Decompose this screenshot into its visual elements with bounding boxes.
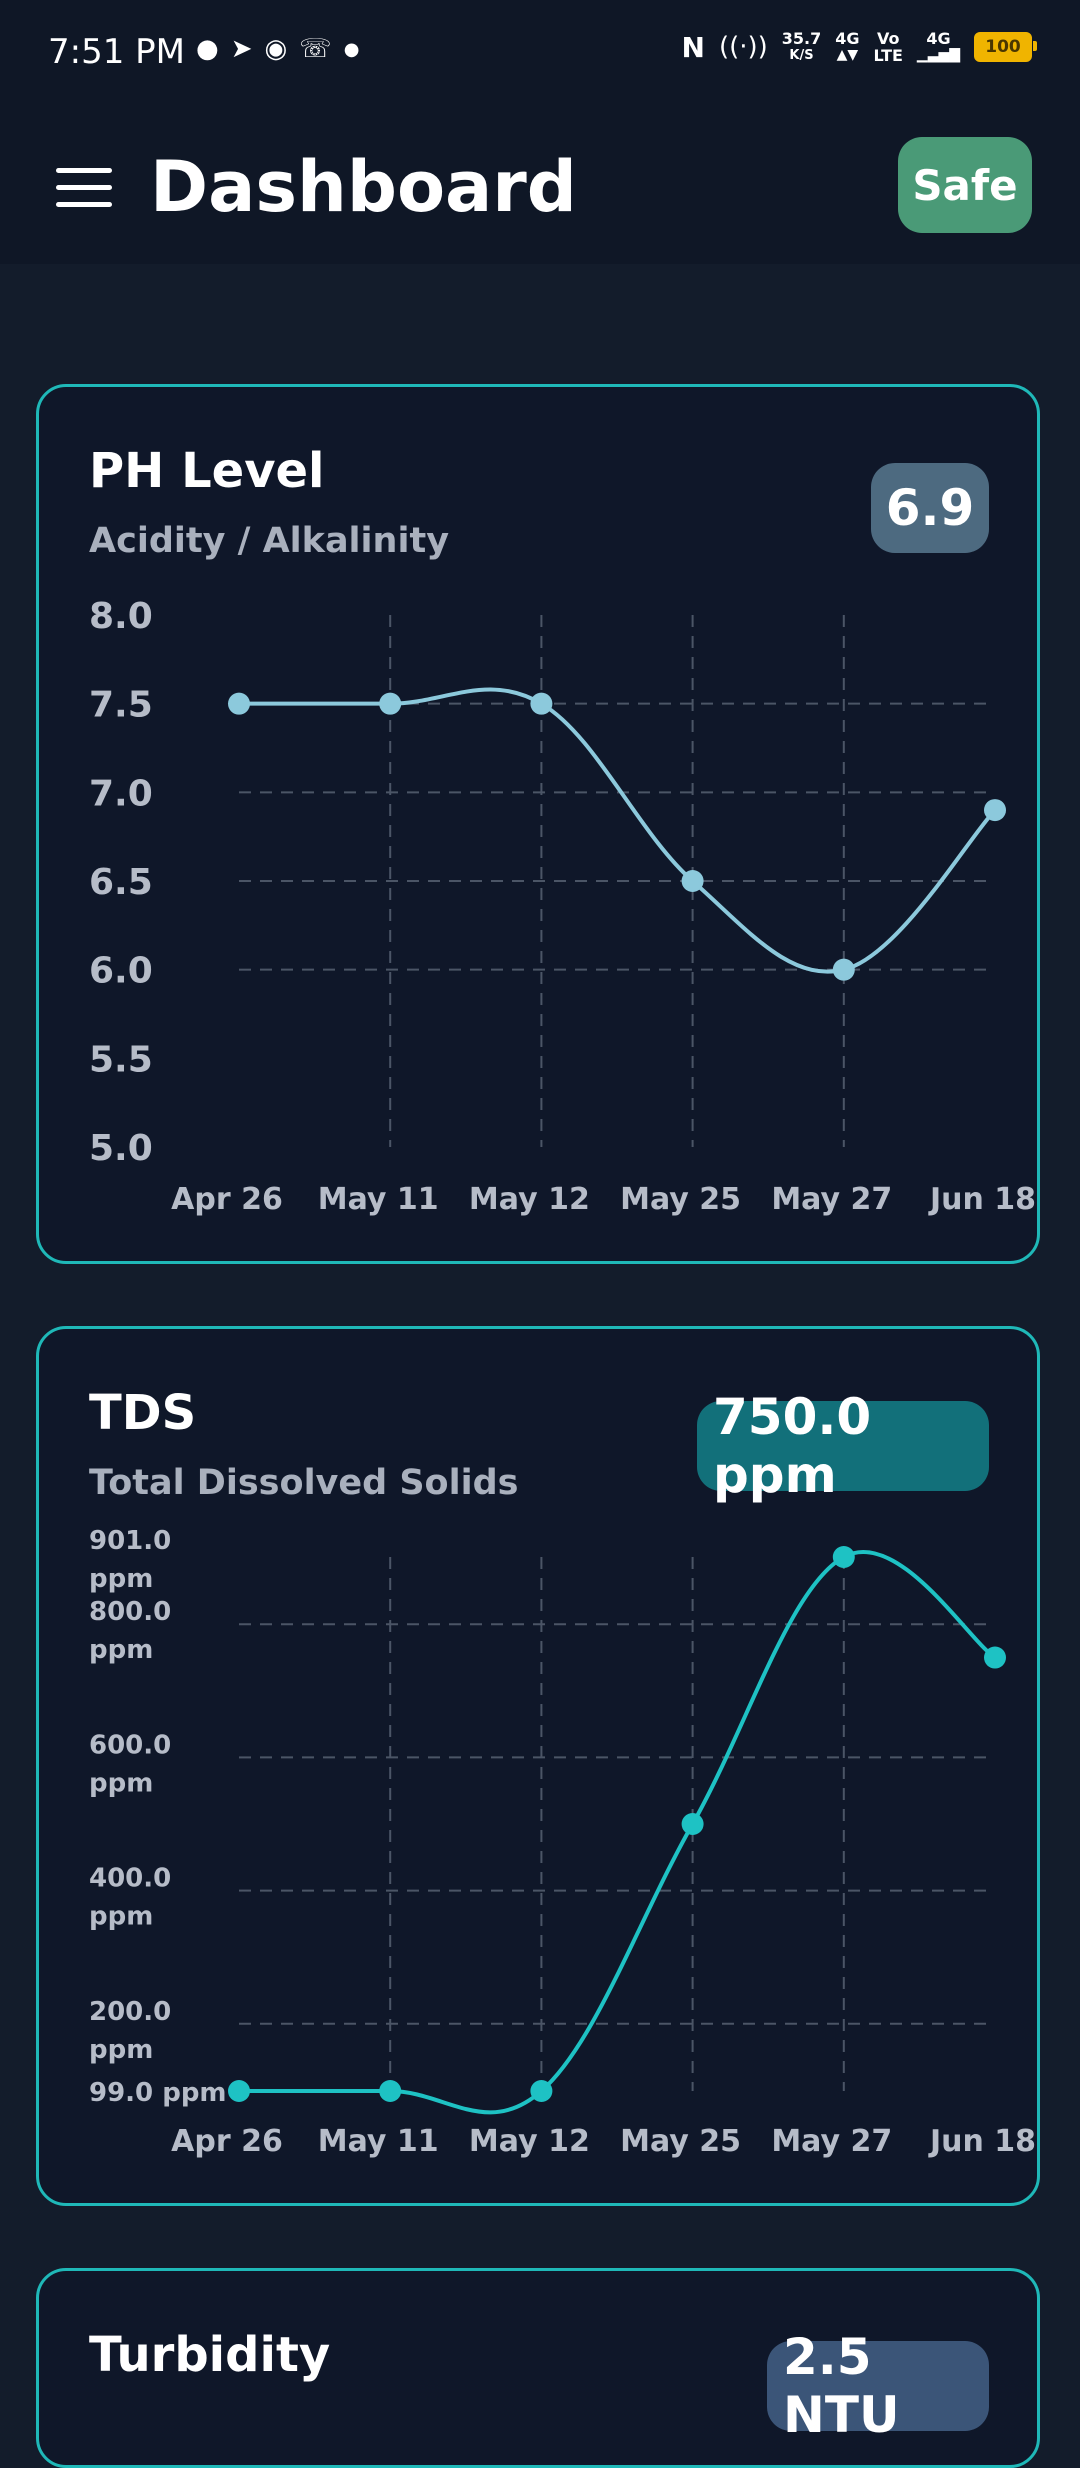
- data-point[interactable]: [984, 1646, 1006, 1669]
- card-title: TDS: [89, 1385, 197, 1441]
- data-point[interactable]: [228, 692, 250, 715]
- data-point[interactable]: [530, 2080, 553, 2102]
- signal-icon: ▲▼: [836, 47, 859, 63]
- x-tick-label: May 12: [469, 1182, 590, 1217]
- tds-chart: 99.0 ppm 200.0 ppm 400.0 ppm 600.0 ppm 800.0 ppm…: [89, 1526, 1036, 2159]
- nfc-icon: N: [681, 30, 705, 64]
- card-title: PH Level: [89, 443, 325, 499]
- ph-card: PH Level Acidity / Alkalinity 6.9 5.0 5.5…: [36, 384, 1040, 1264]
- y-tick-label: 7.0: [89, 773, 153, 814]
- telegram-icon: ➤: [230, 34, 253, 64]
- x-tick-label: May 11: [318, 1182, 439, 1217]
- y-tick-label: 901.0 ppm: [89, 1526, 171, 1594]
- y-tick-label: 600.0 ppm: [89, 1730, 171, 1798]
- y-tick-label: 7.5: [89, 685, 153, 726]
- ph-value-badge: 6.9: [871, 463, 989, 553]
- hotspot-icon: ((·)): [718, 32, 768, 62]
- y-tick-label: 800.0 ppm: [89, 1597, 171, 1665]
- y-tick-label: 6.0: [89, 951, 153, 992]
- y-tick-label: 8.0: [89, 596, 153, 637]
- x-tick-label: May 25: [620, 1182, 741, 1217]
- discord-icon: ◉: [264, 34, 288, 64]
- x-tick-label: May 27: [771, 1182, 892, 1217]
- app-bar: Dashboard Safe: [0, 106, 1080, 264]
- data-point[interactable]: [681, 870, 704, 892]
- notification-icons: ● ➤ ◉ ☏ ●: [196, 34, 359, 64]
- x-tick-label: May 27: [771, 2124, 892, 2159]
- y-tick-label: 5.5: [89, 1039, 153, 1080]
- net-speed: 35.7 K/S: [781, 29, 822, 63]
- x-tick-label: Jun 18: [928, 2124, 1036, 2159]
- data-point[interactable]: [681, 1813, 704, 1835]
- y-tick-label: 400.0 ppm: [89, 1864, 171, 1932]
- turbidity-value-badge: 2.5 NTU: [767, 2328, 989, 2444]
- data-point[interactable]: [379, 692, 402, 715]
- game-controller-icon: ●: [196, 34, 219, 64]
- series-line: [239, 1549, 997, 2115]
- y-tick-label: 5.0: [89, 1128, 153, 1169]
- system-icons: N ((·)) 35.7 K/S 4G ▲▼ Vo LTE 4G ▁▃▅▇ 10…: [681, 29, 1037, 65]
- data-point[interactable]: [832, 958, 855, 981]
- x-tick-label: Apr 26: [171, 2124, 283, 2159]
- whatsapp-icon: ☏: [299, 34, 332, 64]
- battery-icon: 100: [974, 32, 1037, 62]
- signal-bars-icon: ▁▃▅▇: [916, 47, 960, 63]
- card-subtitle: Acidity / Alkalinity: [89, 521, 450, 561]
- status-bar: 7:51 PM ● ➤ ◉ ☏ ● N ((·)) 35.7 K/S 4G ▲▼…: [0, 0, 1080, 106]
- page-title: Dashboard: [150, 146, 577, 228]
- data-point[interactable]: [832, 1546, 855, 1568]
- data-point[interactable]: [228, 2080, 250, 2102]
- y-tick-label: 99.0 ppm: [89, 2078, 227, 2108]
- x-tick-label: May 12: [469, 2124, 590, 2159]
- y-tick-label: 6.5: [89, 862, 153, 903]
- volte-indicator: Vo LTE: [873, 29, 903, 65]
- status-badge: Safe: [898, 137, 1032, 233]
- card-title: Turbidity: [89, 2327, 331, 2383]
- ph-chart: 5.0 5.5 6.0 6.5 7.0 7.5 8.0 Apr 26 May 11 May 12 M…: [89, 596, 1036, 1217]
- hamburger-menu-icon[interactable]: [56, 168, 112, 208]
- turbidity-card: Turbidity 2.5 NTU: [36, 2268, 1040, 2468]
- y-tick-label: 200.0 ppm: [89, 1997, 171, 2065]
- x-tick-label: May 11: [318, 2124, 439, 2159]
- tds-card: TDS Total Dissolved Solids 750.0 ppm 99.…: [36, 1326, 1040, 2206]
- x-tick-label: Apr 26: [171, 1182, 283, 1217]
- network-4g-1: 4G ▲▼: [835, 29, 860, 63]
- card-subtitle: Total Dissolved Solids: [89, 1463, 519, 1503]
- data-point[interactable]: [530, 692, 553, 715]
- data-point[interactable]: [984, 799, 1006, 822]
- network-4g-2: 4G ▁▃▅▇: [916, 29, 960, 63]
- x-tick-label: Jun 18: [928, 1182, 1036, 1217]
- x-tick-label: May 25: [620, 2124, 741, 2159]
- dot-icon: ●: [343, 38, 360, 60]
- data-point[interactable]: [379, 2080, 402, 2102]
- status-time: 7:51 PM: [48, 32, 185, 72]
- series-line: [239, 687, 997, 974]
